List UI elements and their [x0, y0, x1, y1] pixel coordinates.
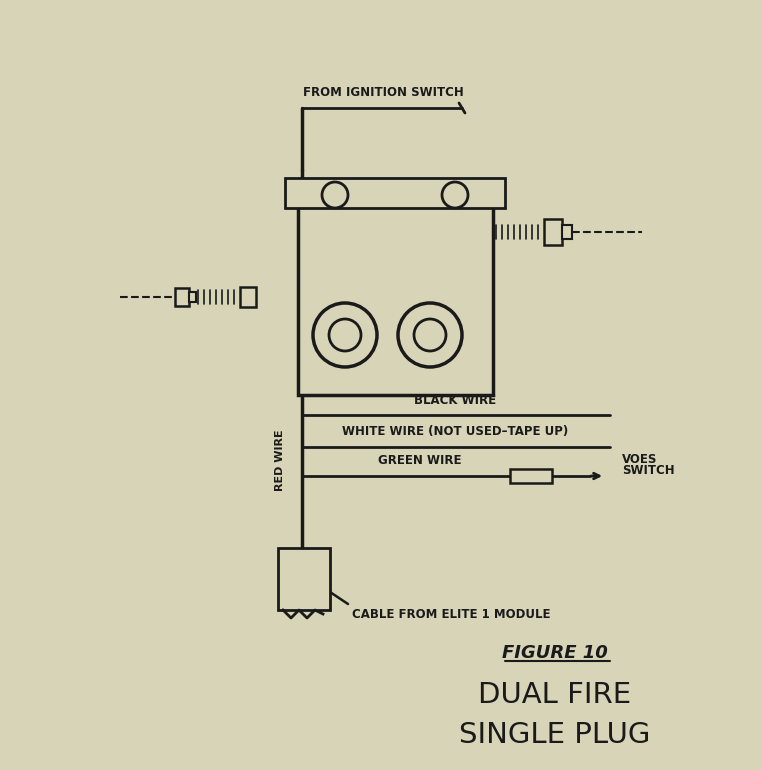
- Circle shape: [442, 182, 468, 208]
- Bar: [240, 287, 256, 307]
- Bar: [189, 292, 196, 302]
- Text: FROM IGNITION SWITCH: FROM IGNITION SWITCH: [303, 86, 463, 99]
- Text: SINGLE PLUG: SINGLE PLUG: [459, 721, 651, 749]
- Text: SWITCH: SWITCH: [622, 464, 674, 477]
- Circle shape: [329, 319, 361, 351]
- Bar: [298, 195, 493, 395]
- Bar: [562, 225, 572, 239]
- Text: FIGURE 10: FIGURE 10: [502, 644, 608, 662]
- Bar: [544, 219, 562, 245]
- Circle shape: [322, 182, 348, 208]
- Text: CABLE FROM ELITE 1 MODULE: CABLE FROM ELITE 1 MODULE: [352, 608, 550, 621]
- Text: DUAL FIRE: DUAL FIRE: [479, 681, 632, 709]
- Text: VOES: VOES: [622, 453, 658, 466]
- Bar: [278, 548, 330, 610]
- Bar: [285, 178, 505, 208]
- Circle shape: [313, 303, 377, 367]
- Text: WHITE WIRE (NOT USED–TAPE UP): WHITE WIRE (NOT USED–TAPE UP): [342, 425, 568, 438]
- Bar: [510, 469, 552, 483]
- Text: BLACK WIRE: BLACK WIRE: [414, 394, 496, 407]
- Circle shape: [414, 319, 446, 351]
- Circle shape: [398, 303, 462, 367]
- Text: GREEN WIRE: GREEN WIRE: [378, 454, 462, 467]
- Text: RED WIRE: RED WIRE: [275, 429, 285, 490]
- Bar: [175, 288, 189, 306]
